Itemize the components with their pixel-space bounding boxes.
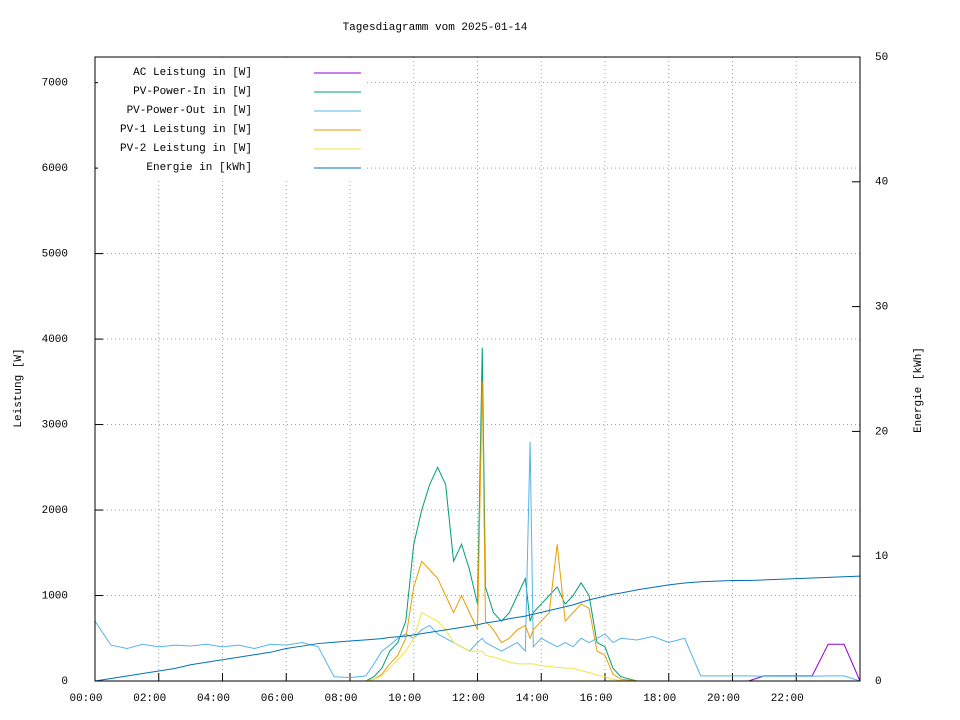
y2-tick-label: 30 bbox=[875, 302, 888, 314]
y-tick-label: 0 bbox=[61, 676, 68, 688]
x-tick-label: 22:00 bbox=[771, 693, 804, 705]
y2-tick-label: 40 bbox=[875, 177, 888, 189]
legend-label: PV-1 Leistung in [W] bbox=[120, 124, 252, 136]
chart-title: Tagesdiagramm vom 2025-01-14 bbox=[343, 22, 528, 34]
y-tick-label: 4000 bbox=[42, 334, 68, 346]
y-tick-label: 3000 bbox=[42, 419, 68, 431]
series-line bbox=[94, 575, 861, 682]
legend-box bbox=[98, 60, 366, 180]
y-axis-label: Leistung [W] bbox=[13, 348, 25, 427]
y-tick-label: 1000 bbox=[42, 590, 68, 602]
x-tick-label: 18:00 bbox=[643, 693, 676, 705]
x-tick-label: 04:00 bbox=[197, 693, 230, 705]
x-tick-label: 06:00 bbox=[261, 693, 294, 705]
legend-label: PV-2 Leistung in [W] bbox=[120, 143, 252, 155]
y-tick-label: 5000 bbox=[42, 249, 68, 261]
x-tick-label: 08:00 bbox=[324, 693, 357, 705]
legend-label: PV-Power-Out in [W] bbox=[127, 105, 252, 117]
x-tick-label: 00:00 bbox=[69, 693, 102, 705]
x-tick-label: 10:00 bbox=[388, 693, 421, 705]
series-line bbox=[94, 441, 861, 682]
y2-tick-label: 50 bbox=[875, 52, 888, 64]
y2-tick-label: 10 bbox=[875, 551, 888, 563]
x-tick-label: 12:00 bbox=[452, 693, 485, 705]
legend-label: PV-Power-In in [W] bbox=[133, 86, 252, 98]
y-tick-label: 7000 bbox=[42, 78, 68, 90]
x-tick-label: 02:00 bbox=[133, 693, 166, 705]
y-tick-label: 2000 bbox=[42, 505, 68, 517]
y-tick-label: 6000 bbox=[42, 163, 68, 175]
x-tick-label: 20:00 bbox=[707, 693, 740, 705]
x-tick-label: 16:00 bbox=[579, 693, 612, 705]
legend-label: AC Leistung in [W] bbox=[133, 67, 252, 79]
legend-label: Energie in [kWh] bbox=[146, 162, 252, 174]
legend: AC Leistung in [W] PV-Power-In in [W] PV-P… bbox=[98, 60, 366, 180]
y2-tick-label: 20 bbox=[875, 426, 888, 438]
y2-axis-label: Energie [kWh] bbox=[913, 347, 925, 433]
x-tick-label: 14:00 bbox=[516, 693, 549, 705]
plot-border bbox=[94, 56, 861, 682]
y2-tick-label: 0 bbox=[875, 676, 882, 688]
